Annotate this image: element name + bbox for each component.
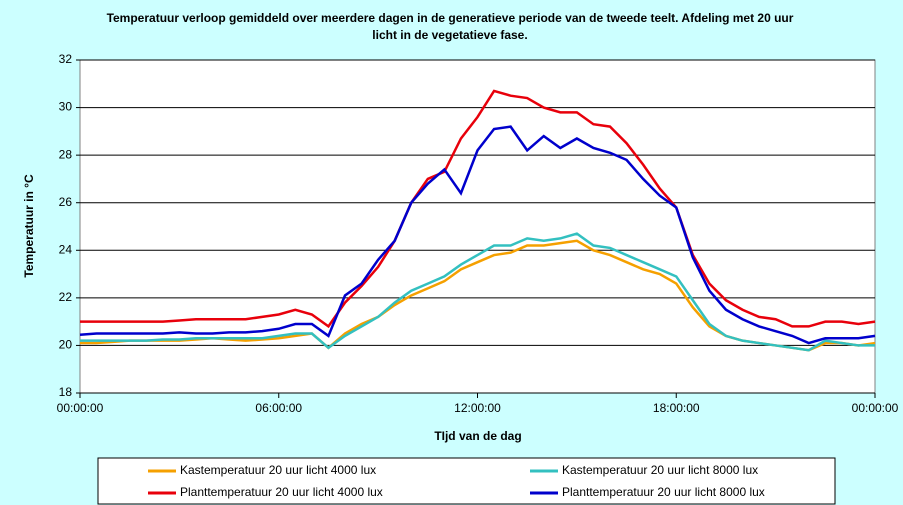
y-tick-label: 24 [59, 242, 73, 256]
y-tick-label: 26 [59, 195, 73, 209]
chart-title: Temperatuur verloop gemiddeld over meerd… [106, 11, 794, 42]
series-line [79, 125, 876, 345]
y-tick-label: 32 [59, 52, 73, 66]
x-axis-label: TIjd van de dag [434, 429, 521, 443]
x-tick-label: 18:00:00 [653, 401, 700, 415]
x-tick-label: 00:00:00 [852, 401, 899, 415]
legend-label: Kastemperatuur 20 uur licht 8000 lux [562, 463, 758, 477]
y-tick-label: 18 [59, 385, 73, 399]
y-tick-label: 28 [59, 147, 73, 161]
legend-label: Kastemperatuur 20 uur licht 4000 lux [180, 463, 376, 477]
y-tick-label: 22 [59, 290, 73, 304]
y-axis-label: Temperatuur in °C [22, 174, 36, 278]
series-line [80, 232, 875, 352]
legend-label: Planttemperatuur 20 uur licht 8000 lux [562, 485, 765, 499]
legend-label: Planttemperatuur 20 uur licht 4000 lux [180, 485, 383, 499]
legend [97, 457, 836, 505]
x-tick-label: 06:00:00 [255, 401, 302, 415]
series-line [80, 89, 876, 329]
y-tick-label: 30 [59, 100, 73, 114]
y-tick-label: 20 [59, 338, 73, 352]
x-tick-label: 00:00:00 [57, 401, 104, 415]
x-tick-label: 12:00:00 [454, 401, 501, 415]
